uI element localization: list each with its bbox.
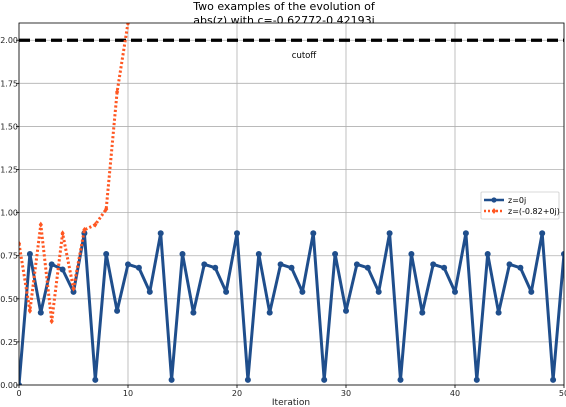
series-1-point-38	[430, 261, 436, 267]
series-1-point-37	[419, 310, 425, 316]
series-1-point-48	[539, 230, 545, 236]
series-1-point-36	[408, 251, 414, 257]
series-1-point-18	[212, 265, 218, 271]
x-axis-ticks: 0 10 20 30 40 50	[16, 385, 566, 398]
series-1-point-46	[517, 265, 523, 271]
series-1-point-35	[398, 377, 404, 383]
x-tick-label-4: 40	[450, 389, 460, 398]
series-1-point-23	[267, 310, 273, 316]
series-1-point-17	[201, 261, 207, 267]
legend-label-series-2: z=(-0.82+0j)	[508, 207, 560, 216]
x-axis-label: Iteration	[272, 398, 310, 407]
series-1-point-40	[452, 289, 458, 295]
y-tick-label-1: 0.25	[0, 338, 18, 347]
y-tick-label-5: 1.25	[0, 166, 18, 175]
series-1-point-16	[190, 310, 196, 316]
series-1-point-4	[60, 267, 66, 273]
series-1-point-28	[321, 377, 327, 383]
y-tick-label-4: 1.00	[0, 209, 18, 218]
chart-title-line-1: Two examples of the evolution of	[192, 0, 376, 13]
series-1-point-34	[387, 230, 393, 236]
y-tick-label-0: 0.00	[0, 381, 18, 390]
series-1-point-15	[180, 251, 186, 257]
series-1-point-49	[550, 377, 556, 383]
cutoff-label: cutoff	[292, 51, 318, 61]
y-axis-ticks: 0.00 0.25 0.50 0.75 1.00 1.25 1.50 1.75 2.00	[0, 36, 19, 390]
series-1-point-43	[485, 251, 491, 257]
series-1-point-12	[147, 289, 153, 295]
series-1-point-20	[234, 230, 240, 236]
series-1-point-19	[223, 289, 229, 295]
legend: z=0j z=(-0.82+0j)	[481, 192, 560, 219]
series-1-point-14	[169, 377, 175, 383]
series-1-point-9	[114, 308, 120, 314]
y-tick-label-7: 1.75	[0, 79, 18, 88]
x-tick-label-5: 50	[559, 389, 566, 398]
series-1-point-29	[332, 251, 338, 257]
x-tick-label-1: 10	[123, 389, 133, 398]
x-tick-label-0: 0	[16, 389, 21, 398]
x-tick-label-2: 20	[232, 389, 242, 398]
series-1-point-22	[256, 251, 262, 257]
series-1-point-25	[289, 265, 295, 271]
series-1-point-7	[92, 377, 98, 383]
series-1-point-30	[343, 308, 349, 314]
series-1-point-2	[38, 310, 44, 316]
series-1-point-21	[245, 377, 251, 383]
y-tick-label-2: 0.50	[0, 295, 18, 304]
x-tick-label-3: 30	[341, 389, 351, 398]
series-1-point-42	[474, 377, 480, 383]
series-1-point-39	[441, 265, 447, 271]
series-1-point-47	[528, 289, 534, 295]
series-1-point-44	[496, 310, 502, 316]
legend-label-series-1: z=0j	[508, 196, 526, 205]
series-1-point-31	[354, 261, 360, 267]
series-1-point-13	[158, 230, 164, 236]
y-tick-label-6: 1.50	[0, 122, 18, 131]
series-1-point-8	[103, 251, 109, 257]
series-1-point-45	[507, 261, 513, 267]
y-tick-label-8: 2.00	[0, 36, 18, 45]
series-1-point-32	[365, 265, 371, 271]
series-1-point-26	[299, 289, 305, 295]
series-1-point-10	[125, 261, 131, 267]
series-1-point-33	[376, 289, 382, 295]
series-1-point-3	[49, 261, 55, 267]
y-tick-label-3: 0.75	[0, 252, 18, 261]
series-1-point-27	[310, 230, 316, 236]
series-1-point-11	[136, 265, 142, 271]
series-1-point-24	[278, 261, 284, 267]
series-1-point-41	[463, 230, 469, 236]
series-1-point-1	[27, 251, 33, 257]
legend-swatch-marker-1	[491, 197, 496, 202]
